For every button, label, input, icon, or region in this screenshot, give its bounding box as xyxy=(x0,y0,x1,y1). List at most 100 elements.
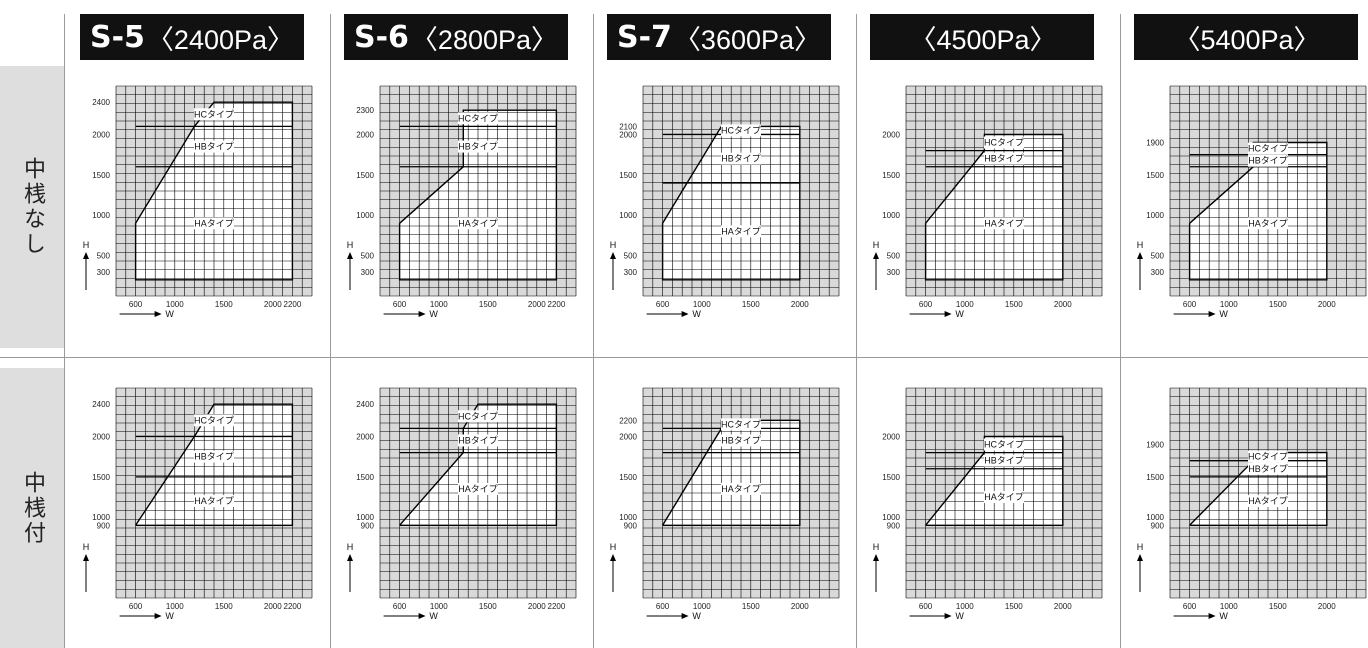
type-band-label: HBタイプ xyxy=(1248,156,1288,166)
type-label-bg xyxy=(721,434,761,447)
y-axis-label: H xyxy=(610,542,617,552)
x-tick-label: 1000 xyxy=(693,602,711,611)
type-band-label: HBタイプ xyxy=(458,436,498,446)
y-tick-label: 2400 xyxy=(356,400,374,409)
divider xyxy=(856,14,857,648)
y-axis-label: H xyxy=(347,542,354,552)
x-tick-label: 1000 xyxy=(956,602,974,611)
type-band-label: HBタイプ xyxy=(984,154,1024,164)
type-label-bg xyxy=(984,454,1024,467)
chart-s6-without-mullion: HCタイプ HBタイプ HAタイプ 2300 2000 1500 1000 500 300 600… xyxy=(347,85,577,319)
y-axis-label: H xyxy=(347,240,354,250)
x-axis-label: W xyxy=(165,309,174,319)
x-tick-label: 1500 xyxy=(742,602,760,611)
type-label-bg xyxy=(1248,154,1288,167)
x-tick-label: 600 xyxy=(393,602,407,611)
y-axis-label: H xyxy=(873,542,880,552)
row-label-text: 中桟なし xyxy=(20,157,45,257)
y-axis-arrowhead xyxy=(1137,554,1143,561)
y-tick-label: 900 xyxy=(624,521,638,530)
y-axis-arrowhead xyxy=(347,252,353,259)
type-band-label: HAタイプ xyxy=(194,218,234,228)
type-band-label: HBタイプ xyxy=(984,456,1024,466)
chart-region-outline xyxy=(135,403,294,527)
y-axis-label: H xyxy=(873,240,880,250)
y-axis-label: H xyxy=(610,240,617,250)
y-tick-label: 2400 xyxy=(92,400,110,409)
x-axis-arrowhead xyxy=(1208,311,1216,317)
x-tick-label: 2200 xyxy=(284,300,302,309)
x-tick-label: 600 xyxy=(919,300,933,309)
y-tick-label: 1000 xyxy=(1146,211,1164,220)
y-tick-label: 1500 xyxy=(882,171,900,180)
column-header-pressure: 〈4500Pa〉 xyxy=(909,24,1057,55)
y-tick-label: 900 xyxy=(1151,521,1165,530)
type-label-bg xyxy=(194,217,234,230)
type-label-bg xyxy=(458,410,498,423)
y-axis-label: H xyxy=(1137,542,1144,552)
x-tick-label: 1000 xyxy=(1220,300,1238,309)
type-label-bg xyxy=(721,225,761,238)
x-axis-arrowhead xyxy=(1208,613,1216,619)
y-tick-label: 1500 xyxy=(1146,473,1164,482)
x-tick-label: 1000 xyxy=(430,300,448,309)
y-tick-label: 2000 xyxy=(92,432,110,441)
y-tick-label: 1000 xyxy=(619,513,637,522)
y-axis-label: H xyxy=(83,542,90,552)
x-tick-label: 2000 xyxy=(1318,602,1336,611)
x-tick-label: 1500 xyxy=(1269,300,1287,309)
column-header-pressure: 〈2800Pa〉 xyxy=(410,24,559,55)
type-label-bg xyxy=(458,140,498,153)
type-label-bg xyxy=(984,491,1024,504)
x-tick-label: 2000 xyxy=(528,300,546,309)
x-axis-label: W xyxy=(1219,309,1228,319)
y-tick-label: 2000 xyxy=(619,432,637,441)
x-tick-label: 1500 xyxy=(1005,300,1023,309)
x-axis-arrowhead xyxy=(154,613,162,619)
x-axis-arrowhead xyxy=(418,613,426,619)
y-tick-label: 500 xyxy=(887,252,901,261)
y-tick-label: 1000 xyxy=(1146,513,1164,522)
type-label-bg xyxy=(1248,217,1288,230)
x-axis-arrowhead xyxy=(681,311,689,317)
divider xyxy=(64,14,65,648)
type-band-label: HAタイプ xyxy=(984,218,1024,228)
y-tick-label: 1900 xyxy=(1146,139,1164,148)
y-tick-label: 2000 xyxy=(619,130,637,139)
y-tick-label: 500 xyxy=(1151,252,1165,261)
x-tick-label: 2000 xyxy=(1054,602,1072,611)
column-header-pressure: 〈3600Pa〉 xyxy=(673,24,822,55)
x-tick-label: 2000 xyxy=(528,602,546,611)
y-axis-arrowhead xyxy=(1137,252,1143,259)
type-band-label: HCタイプ xyxy=(721,419,761,429)
x-tick-label: 2000 xyxy=(264,602,282,611)
x-tick-label: 1000 xyxy=(166,602,184,611)
y-tick-label: 1500 xyxy=(356,473,374,482)
x-tick-label: 2200 xyxy=(284,602,302,611)
y-tick-label: 1000 xyxy=(356,211,374,220)
column-header-5400: 〈5400Pa〉 xyxy=(1134,14,1358,60)
x-axis-label: W xyxy=(692,309,701,319)
type-band-label: HCタイプ xyxy=(1248,144,1288,154)
chart-5400-without-mullion: HCタイプ HBタイプ HAタイプ 1900 1500 1000 500 300 600 1000… xyxy=(1137,85,1367,319)
type-band-label: HBタイプ xyxy=(194,452,234,462)
type-label-bg xyxy=(721,152,761,165)
y-tick-label: 900 xyxy=(97,521,111,530)
type-band-label: HAタイプ xyxy=(1248,496,1288,506)
x-axis-arrowhead xyxy=(944,613,952,619)
x-tick-label: 600 xyxy=(1183,602,1197,611)
type-label-bg xyxy=(984,438,1024,451)
y-tick-label: 300 xyxy=(97,268,111,277)
y-axis-arrowhead xyxy=(347,554,353,561)
y-axis-arrowhead xyxy=(83,252,89,259)
column-header-pressure: 〈2400Pa〉 xyxy=(146,24,295,55)
x-tick-label: 2200 xyxy=(548,602,566,611)
y-tick-label: 1500 xyxy=(882,473,900,482)
row-label-with-mullion: 中桟付 xyxy=(0,368,64,648)
x-tick-label: 600 xyxy=(393,300,407,309)
y-axis-arrowhead xyxy=(83,554,89,561)
